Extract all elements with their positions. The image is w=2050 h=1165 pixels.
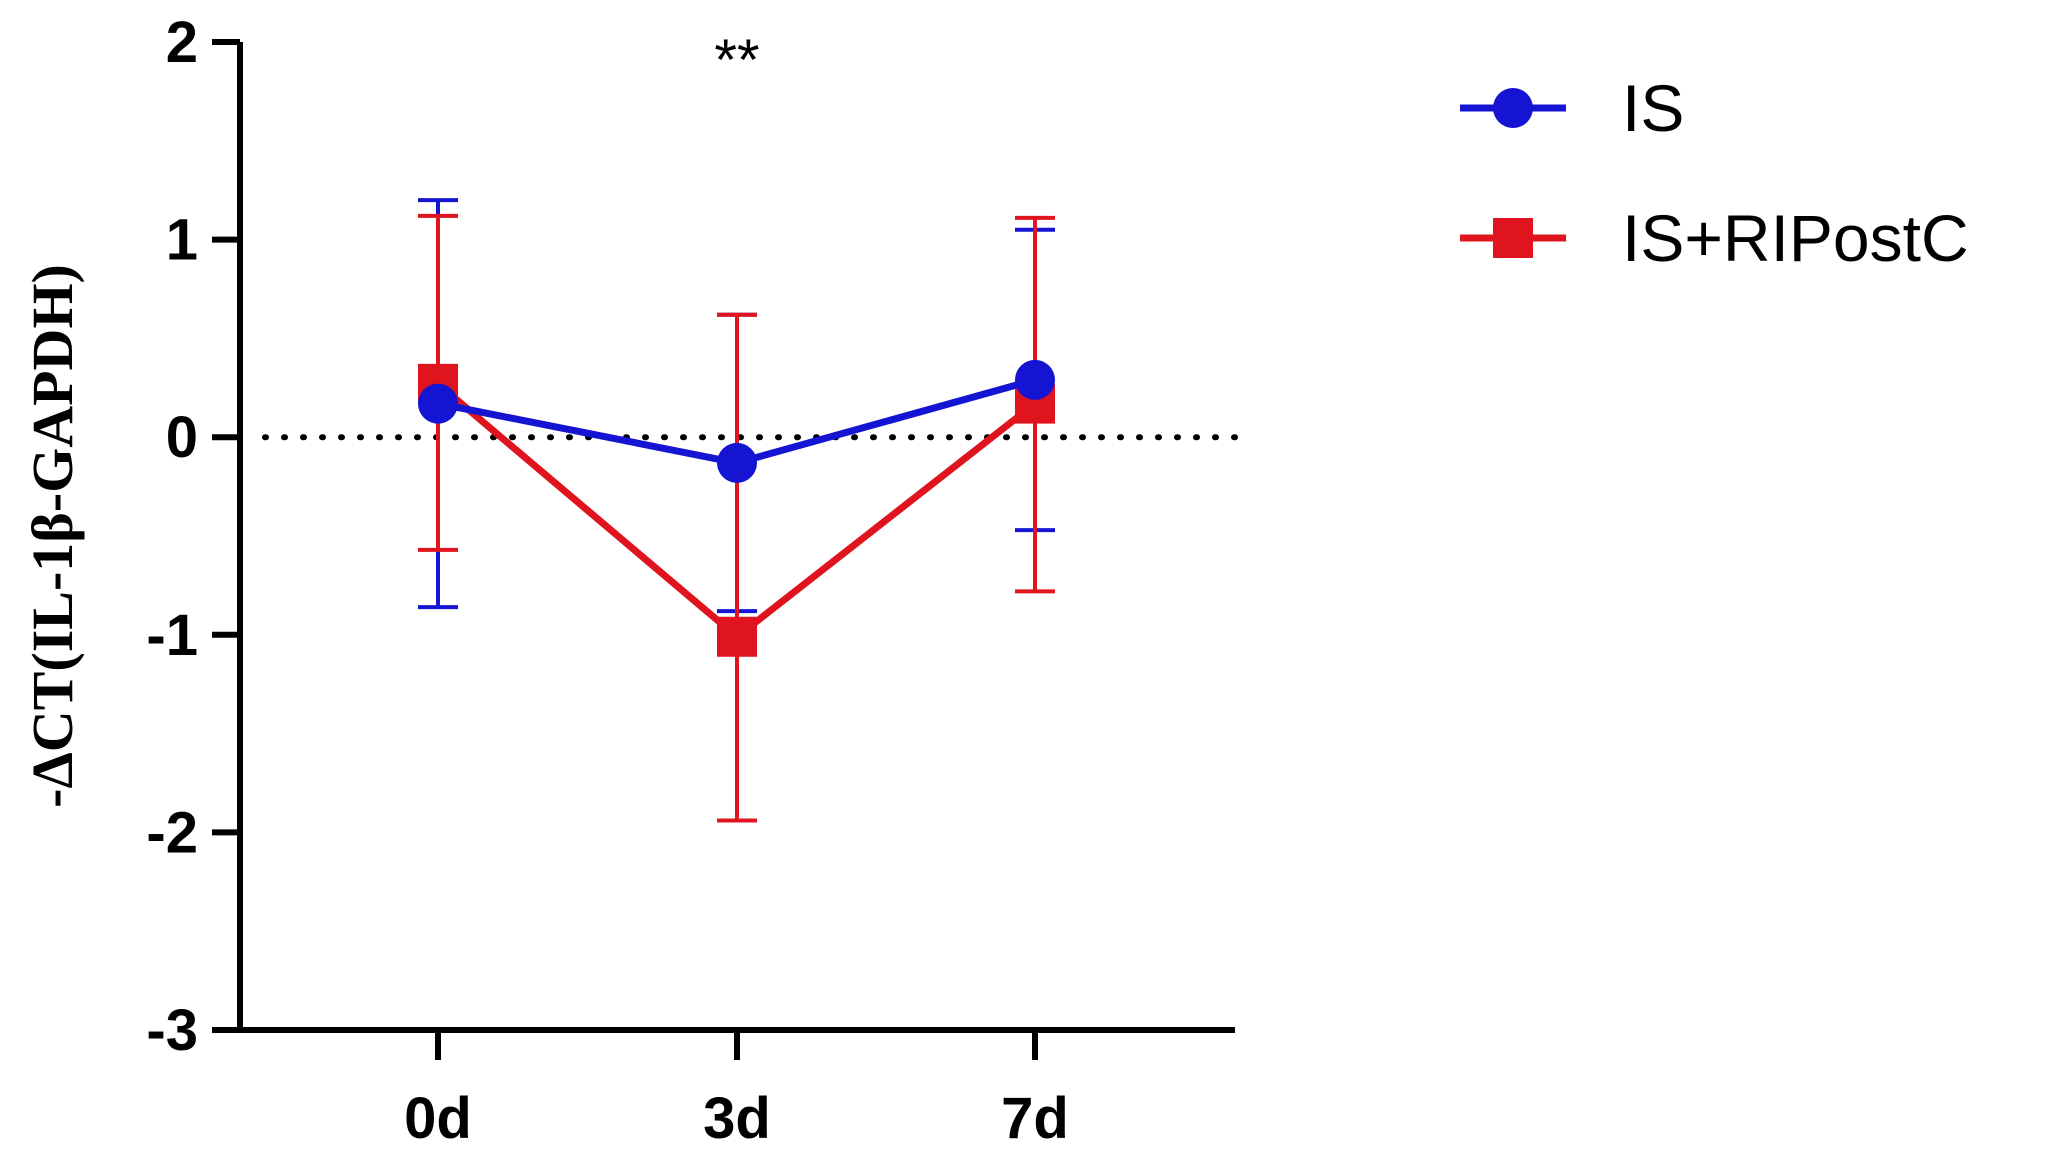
legend-marker [1493, 88, 1533, 128]
series-layer [418, 198, 1055, 823]
y-tick-label: -2 [146, 800, 198, 865]
data-point [418, 383, 458, 424]
data-point [717, 442, 757, 483]
x-tick-label: 3d [703, 1086, 771, 1151]
x-tick-label: 0d [404, 1086, 472, 1151]
legend-item-is: IS [1460, 71, 1684, 145]
y-tick-label: 1 [166, 208, 198, 273]
series-is [418, 359, 1055, 483]
annotation-layer: ** [714, 28, 759, 93]
y-tick-label: -1 [146, 603, 198, 668]
y-tick-label: 0 [166, 405, 198, 470]
legend: IS IS+RIPostC [1460, 71, 1969, 275]
legend-label: IS [1622, 71, 1684, 145]
data-point [1015, 359, 1055, 400]
y-tick-label: 2 [166, 10, 198, 75]
y-tick-label: -3 [146, 998, 198, 1063]
significance-annotation: ** [714, 28, 759, 93]
legend-item-is-ripostc: IS+RIPostC [1460, 201, 1969, 275]
axes: 2 1 0 -1 -2 -3 0d 3d 7d [146, 10, 1235, 1151]
series-is-ripostc [418, 363, 1055, 657]
legend-marker [1493, 218, 1533, 258]
x-tick-label: 7d [1001, 1086, 1069, 1151]
legend-label: IS+RIPostC [1622, 201, 1969, 275]
error-bars-is-ripostc [418, 213, 1055, 823]
y-axis-label: -ΔCT(IL-1β-GAPDH) [20, 264, 85, 808]
data-point [717, 616, 757, 657]
